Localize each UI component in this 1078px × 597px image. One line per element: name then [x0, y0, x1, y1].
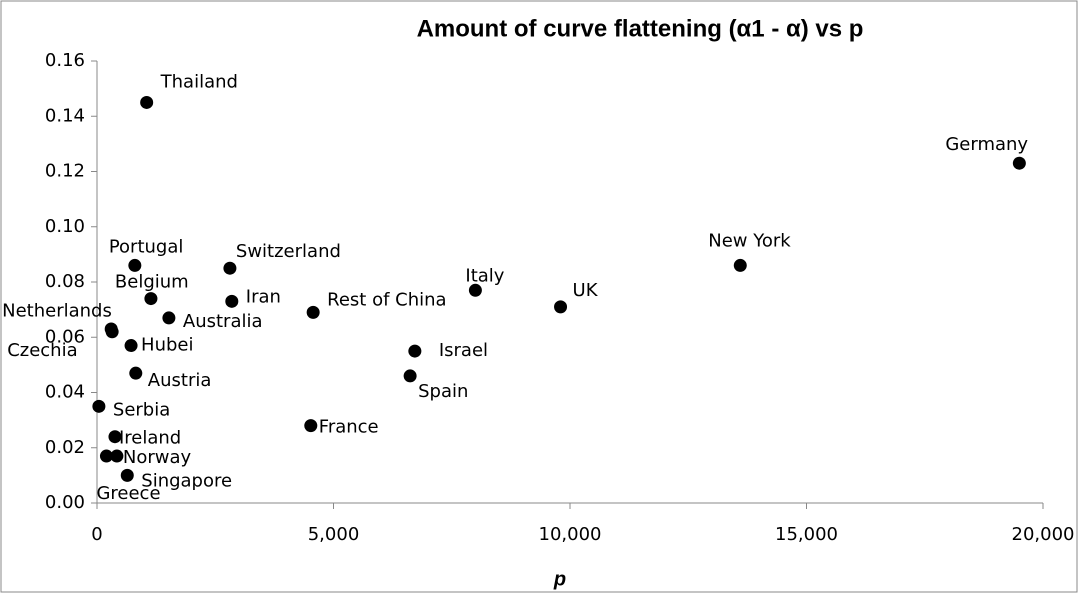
x-tick-label: 15,000: [775, 524, 838, 545]
data-point: [124, 339, 138, 353]
point-label: Rest of China: [327, 289, 446, 310]
x-axis-label: p: [553, 568, 566, 590]
point-label: Czechia: [7, 340, 77, 361]
x-tick-label: 0: [91, 524, 102, 545]
data-point: [225, 294, 239, 308]
point-label: Hubei: [141, 335, 193, 356]
point-label: Italy: [465, 265, 504, 286]
point-label: Austria: [148, 370, 212, 391]
point-label: Thailand: [160, 71, 238, 92]
point-label: Germany: [945, 134, 1028, 155]
point-label: Belgium: [115, 272, 189, 293]
point-label: Portugal: [109, 236, 184, 257]
x-tick-label: 10,000: [539, 524, 602, 545]
y-tick-label: 0.16: [45, 50, 85, 71]
point-label: Greece: [96, 483, 160, 504]
data-point: [733, 258, 747, 272]
data-point: [144, 292, 158, 306]
data-point: [120, 468, 134, 482]
point-label: France: [319, 417, 379, 438]
data-point: [162, 311, 176, 325]
y-tick-label: 0.00: [45, 492, 85, 513]
point-label: Australia: [183, 311, 263, 332]
point-label: Serbia: [113, 399, 170, 420]
data-point: [304, 419, 318, 433]
y-tick-label: 0.10: [45, 216, 85, 237]
data-point: [408, 344, 422, 358]
point-label: UK: [573, 280, 599, 301]
point-label: Netherlands: [2, 301, 112, 322]
point-label: Ireland: [119, 428, 181, 449]
point-label: Norway: [123, 447, 192, 468]
data-point: [468, 283, 482, 297]
x-tick-label: 5,000: [308, 524, 360, 545]
data-point: [104, 322, 118, 336]
x-tick-label: 20,000: [1012, 524, 1075, 545]
point-label: Iran: [246, 286, 281, 307]
data-point: [108, 430, 122, 444]
point-label: Spain: [418, 381, 468, 402]
point-label: Israel: [439, 340, 488, 361]
point-label: New York: [708, 230, 791, 251]
data-point: [129, 366, 143, 380]
data-point: [554, 300, 568, 314]
data-point: [223, 261, 237, 275]
chart-title: Amount of curve flattening (α1 - α) vs p: [417, 15, 864, 42]
data-point: [92, 399, 106, 413]
data-point: [99, 449, 113, 463]
data-point: [403, 369, 417, 383]
point-label: Singapore: [141, 470, 232, 491]
data-point: [306, 305, 320, 319]
data-point: [128, 258, 142, 272]
data-point: [110, 449, 124, 463]
point-label: Switzerland: [236, 241, 341, 262]
data-point: [140, 95, 154, 109]
y-tick-label: 0.12: [45, 161, 85, 182]
y-tick-label: 0.02: [45, 437, 85, 458]
y-tick-label: 0.14: [45, 105, 85, 126]
y-tick-label: 0.06: [45, 326, 85, 347]
data-point: [1012, 156, 1026, 170]
y-tick-label: 0.04: [45, 382, 85, 403]
y-tick-label: 0.08: [45, 271, 85, 292]
